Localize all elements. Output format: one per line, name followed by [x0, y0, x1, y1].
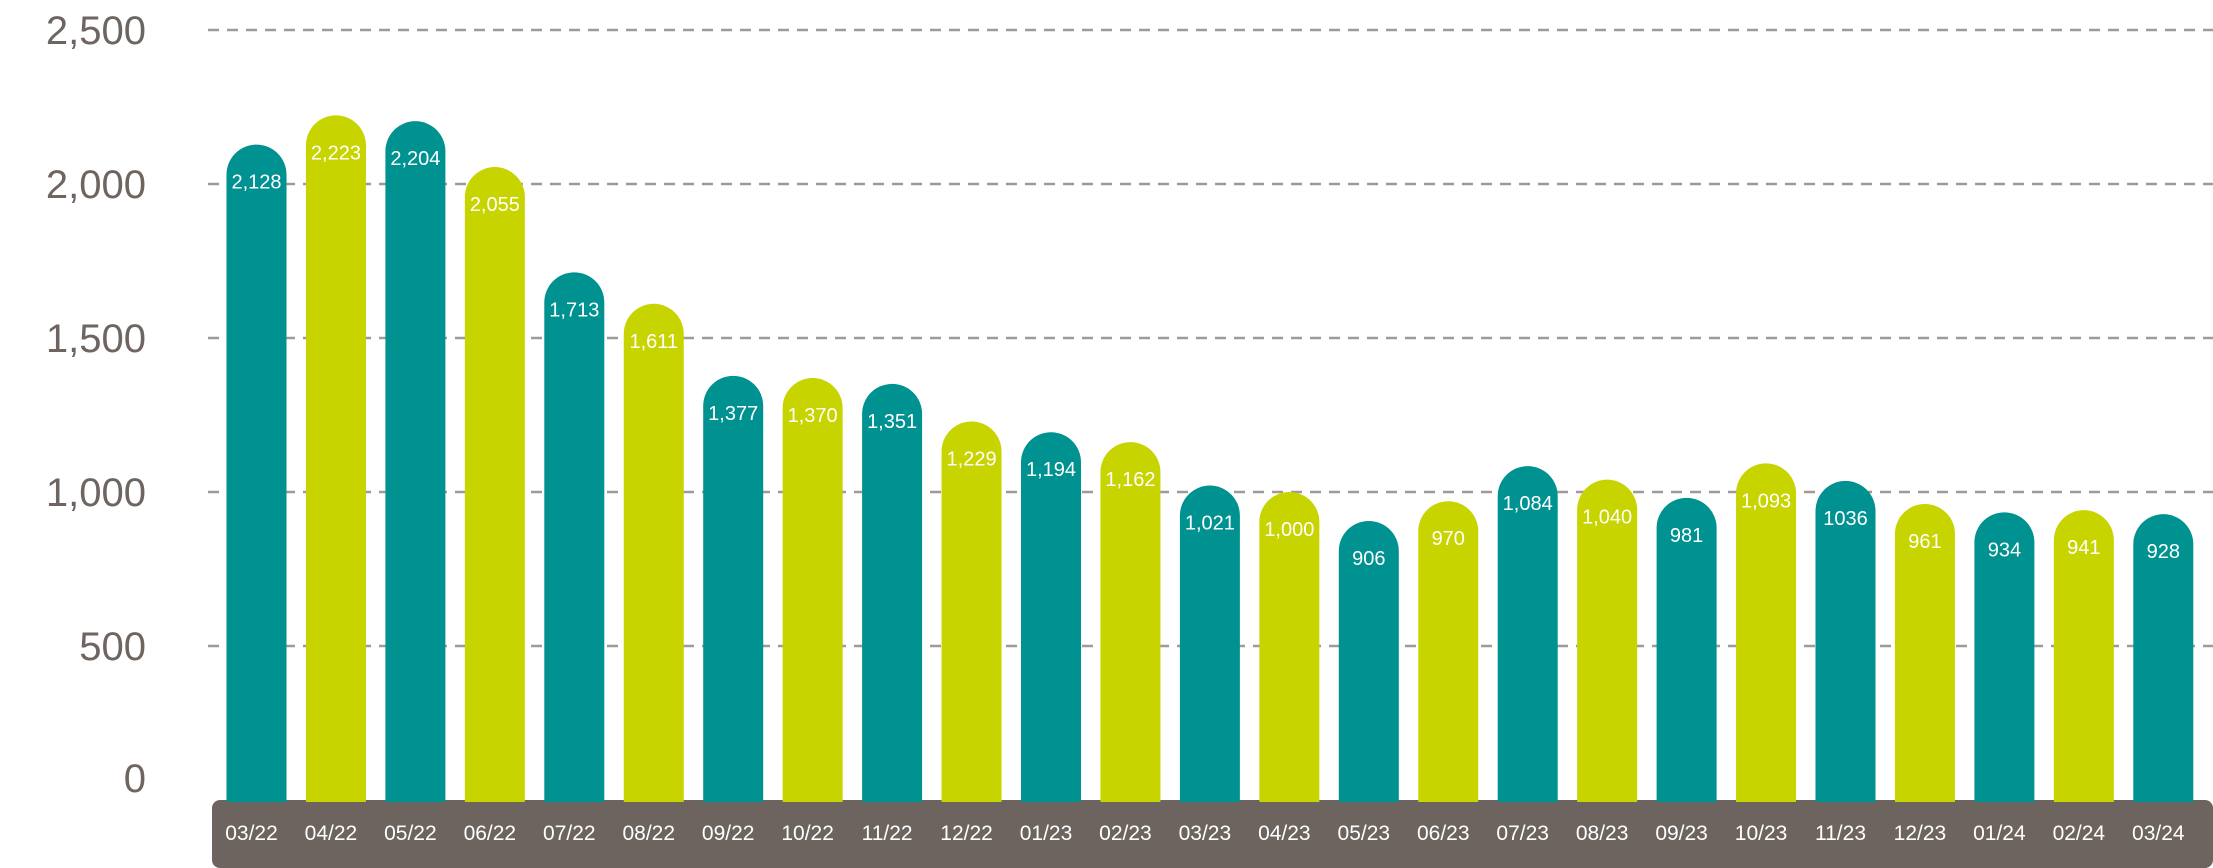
bar-06-22 — [464, 167, 525, 803]
x-tick-label: 02/23 — [1099, 822, 1152, 845]
bar-03-22 — [226, 144, 287, 802]
bar-value-label: 1,084 — [1503, 493, 1553, 515]
bar-08-22 — [623, 303, 684, 802]
bar-value-label: 1,611 — [629, 331, 678, 353]
bar-value-label: 1,194 — [1026, 459, 1076, 481]
bar-02-23 — [1100, 442, 1161, 802]
x-tick-label: 02/24 — [2053, 822, 2106, 845]
bar-10-22 — [782, 378, 843, 802]
bar-value-label: 928 — [2147, 541, 2180, 563]
x-tick-label: 05/23 — [1338, 822, 1391, 845]
x-tick-label: 04/22 — [305, 822, 358, 845]
x-tick-label: 09/23 — [1655, 822, 1708, 845]
bar-value-label: 2,204 — [390, 148, 440, 170]
y-tick-label: 1,000 — [46, 471, 146, 515]
bar-07-23 — [1497, 466, 1558, 802]
bar-value-label: 1,351 — [867, 411, 917, 433]
bar-value-label: 981 — [1670, 525, 1703, 547]
x-axis-ticks: 03/22 04/22 05/22 06/22 07/22 08/22 09/22 10/22… — [225, 822, 2185, 845]
bar-04-23 — [1259, 492, 1320, 802]
y-axis-ticks: 0 500 1,000 1,500 2,000 2,500 — [46, 9, 146, 801]
bar-03-23 — [1179, 485, 1240, 802]
bar-value-label: 970 — [1432, 528, 1465, 550]
x-tick-label: 10/22 — [781, 822, 834, 845]
bar-value-label: 2,055 — [470, 194, 520, 216]
bar-07-22 — [544, 272, 605, 803]
bar-02-24 — [2053, 510, 2114, 802]
bar-01-23 — [1021, 432, 1081, 802]
x-tick-label: 06/22 — [464, 822, 517, 845]
bar-value-label: 1,377 — [708, 403, 758, 425]
bar-09-22 — [703, 375, 764, 802]
bar-value-label: 2,128 — [231, 172, 281, 194]
x-tick-label: 03/22 — [225, 822, 278, 845]
x-tick-label: 07/23 — [1496, 822, 1549, 845]
x-tick-label: 12/22 — [940, 822, 993, 845]
x-axis-band — [212, 800, 2213, 868]
x-tick-label: 03/24 — [2132, 822, 2185, 845]
bar-05-23 — [1338, 520, 1399, 802]
bar-06-23 — [1418, 501, 1479, 802]
x-tick-label: 04/23 — [1258, 822, 1311, 845]
bar-05-22 — [385, 121, 446, 802]
x-tick-label: 09/22 — [702, 822, 755, 845]
x-tick-label: 01/24 — [1973, 822, 2026, 845]
bar-03-24 — [2133, 514, 2194, 802]
bar-value-label: 1036 — [1823, 508, 1868, 530]
bar-value-label: 1,229 — [947, 448, 997, 470]
bar-value-label: 1,000 — [1264, 519, 1314, 541]
bar-12-23 — [1894, 504, 1955, 802]
bar-value-label: 1,713 — [549, 299, 599, 321]
y-tick-label: 2,500 — [46, 9, 146, 53]
y-tick-label: 1,500 — [46, 317, 146, 361]
x-tick-label: 07/22 — [543, 822, 596, 845]
bar-value-label: 1,040 — [1582, 507, 1632, 529]
bar-12-22 — [941, 421, 1002, 802]
bar-value-label: 961 — [1908, 531, 1941, 553]
bar-01-24 — [1974, 512, 2035, 802]
bar-10-23 — [1736, 463, 1797, 802]
bar-value-label: 941 — [2067, 537, 2100, 559]
bar-11-22 — [862, 383, 923, 802]
y-tick-label: 500 — [79, 625, 146, 669]
y-tick-label: 0 — [124, 757, 146, 801]
x-tick-label: 01/23 — [1020, 822, 1073, 845]
x-tick-label: 08/22 — [622, 822, 675, 845]
x-tick-label: 03/23 — [1179, 822, 1232, 845]
bar-value-label: 2,223 — [311, 142, 361, 164]
bar-value-label: 934 — [1988, 539, 2021, 561]
bar-04-22 — [305, 115, 366, 803]
x-tick-label: 11/22 — [862, 822, 913, 845]
x-tick-label: 11/23 — [1815, 822, 1866, 845]
x-tick-label: 10/23 — [1735, 822, 1788, 845]
y-tick-label: 2,000 — [46, 163, 146, 207]
x-tick-label: 06/23 — [1417, 822, 1470, 845]
x-tick-label: 12/23 — [1894, 822, 1947, 845]
bar-value-label: 906 — [1352, 548, 1385, 570]
bar-09-23 — [1656, 497, 1717, 802]
bar-value-label: 1,021 — [1185, 513, 1235, 535]
bar-value-label: 1,370 — [788, 405, 838, 427]
bar-value-label: 1,093 — [1741, 490, 1791, 512]
x-tick-label: 08/23 — [1576, 822, 1629, 845]
bar-08-23 — [1577, 479, 1638, 802]
bar-value-label: 1,162 — [1105, 469, 1155, 491]
bars: 2,128 2,223 2,204 2,055 1,713 1,611 1,377 1,370… — [226, 115, 2194, 803]
x-tick-label: 05/22 — [384, 822, 437, 845]
bar-11-23 — [1815, 480, 1876, 802]
